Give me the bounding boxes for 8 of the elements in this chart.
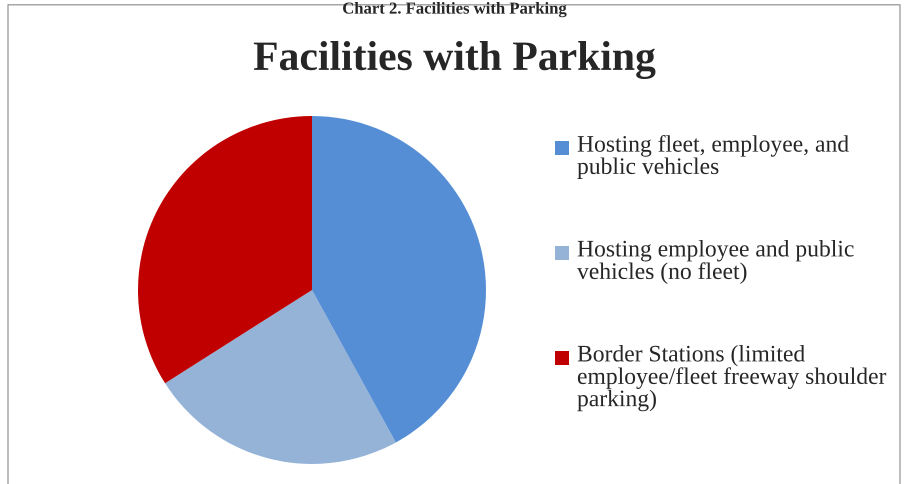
legend-label: Hosting employee and public vehicles (no fleet) <box>577 240 854 284</box>
legend-label: Border Stations (limited employee/fleet freeway shoulder parking) <box>577 345 886 412</box>
pie-slice <box>138 116 312 384</box>
caption: Chart 2. Facilities with Parking <box>343 2 567 18</box>
pie-slice <box>312 116 486 442</box>
legend-label: Hosting fleet, employee, and public vehicles <box>577 135 849 179</box>
pie-slice <box>165 290 396 464</box>
chart-title: Facilities with Parking <box>254 40 656 80</box>
